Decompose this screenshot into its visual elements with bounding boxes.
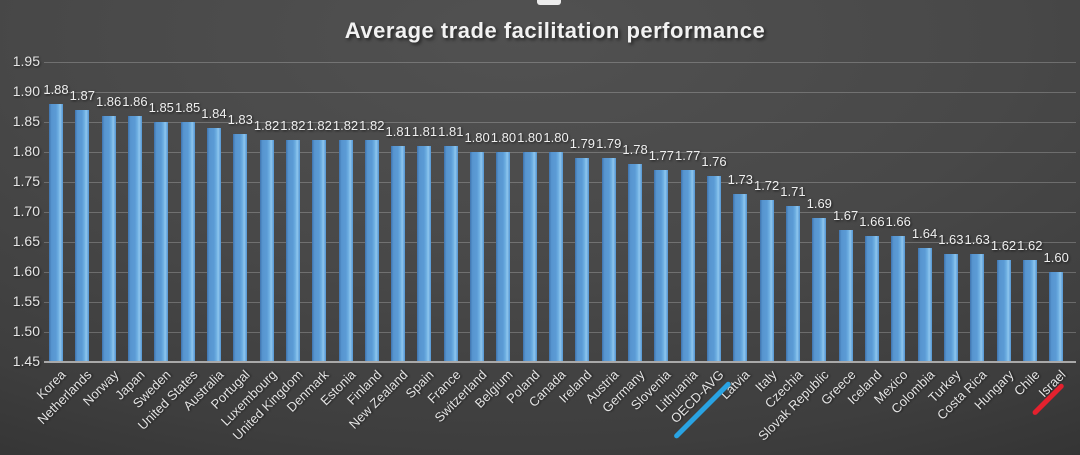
value-label-greece: 1.67 [832,208,859,223]
bar-costa-rica [970,254,985,362]
y-axis-tick-label: 1.75 [12,173,40,189]
bar-lithuania [680,170,695,362]
bar-france [443,146,458,362]
value-label-finland: 1.82 [359,118,385,133]
bar-belgium [496,152,511,362]
bar-austria [601,158,616,362]
y-axis-tick-label: 1.85 [12,113,40,129]
y-axis-tick-label: 1.70 [12,203,40,219]
value-label-portugal: 1.83 [227,112,253,127]
value-label-hungary: 1.62 [990,238,1017,253]
bar-ireland [575,158,590,362]
bar-netherlands [75,110,90,362]
x-axis-line [44,361,1076,363]
bar-estonia [338,140,353,362]
value-label-germany: 1.78 [622,142,648,157]
y-axis-tick-label: 1.65 [12,233,40,249]
y-axis-tick-label: 1.60 [12,263,40,279]
bar-slovenia [654,170,669,362]
value-label-spain: 1.81 [411,124,438,139]
bar-iceland [864,236,879,362]
y-axis-tick-label: 1.50 [12,323,40,339]
bar-mexico [891,236,906,362]
gridline [44,92,1076,93]
value-label-mexico: 1.66 [885,214,911,229]
value-label-france: 1.81 [438,124,464,139]
bar-new-zealand [391,146,406,362]
value-label-luxembourg: 1.82 [253,118,280,133]
bar-czechia [785,206,800,362]
bar-finland [364,140,379,362]
bar-denmark [312,140,327,362]
cropped-text-fragment [537,0,561,5]
bar-israel [1049,272,1064,362]
value-label-estonia: 1.82 [332,118,359,133]
bar-turkey [943,254,958,362]
value-label-colombia: 1.64 [911,226,938,241]
chart-title: Average trade facilitation performance [344,18,766,43]
value-label-czechia: 1.71 [780,184,806,199]
value-label-iceland: 1.66 [859,214,885,229]
y-axis-tick-label: 1.90 [12,83,40,99]
value-label-italy: 1.72 [753,178,780,193]
gridline [44,122,1076,123]
value-label-denmark: 1.82 [306,118,332,133]
value-label-slovak-republic: 1.69 [806,196,832,211]
value-label-switzerland: 1.80 [464,130,490,145]
value-label-lithuania: 1.77 [675,148,701,163]
value-label-norway: 1.86 [95,94,122,109]
bar-oecd-avg [707,176,721,362]
value-label-japan: 1.86 [122,94,148,109]
value-label-ireland: 1.79 [569,136,596,151]
bar-hungary [996,260,1011,362]
value-label-sweden: 1.85 [148,100,174,115]
y-axis-tick-label: 1.45 [12,353,40,369]
value-label-austria: 1.79 [596,136,622,151]
bar-canada [549,152,564,362]
value-label-new-zealand: 1.81 [385,124,411,139]
bar-germany [628,164,643,362]
value-label-australia: 1.84 [201,106,227,121]
value-label-netherlands: 1.87 [69,88,95,103]
value-label-costa-rica: 1.63 [964,232,990,247]
bar-italy [759,200,774,362]
bar-japan [127,116,142,362]
value-label-korea: 1.88 [43,82,69,97]
gridline [44,62,1076,63]
value-label-united-states: 1.85 [174,100,201,115]
bar-united-states [180,122,195,362]
y-axis-tick-label: 1.80 [12,143,40,159]
y-axis-tick-label: 1.55 [12,293,40,309]
bar-slovak-republic [812,218,827,362]
bar-luxembourg [259,140,274,362]
bar-sweden [154,122,169,362]
bar-spain [417,146,432,362]
bar-chile [1022,260,1037,362]
bar-poland [522,152,537,362]
value-label-turkey: 1.63 [938,232,964,247]
bar-latvia [733,194,748,362]
value-label-latvia: 1.73 [727,172,753,187]
value-label-united-kingdom: 1.82 [280,118,306,133]
bar-colombia [917,248,932,362]
value-label-slovenia: 1.77 [648,148,675,163]
value-label-chile: 1.62 [1017,238,1043,253]
bar-korea [49,104,63,362]
y-axis-tick-label: 1.95 [12,53,40,69]
bar-greece [838,230,853,362]
bar-australia [206,128,221,362]
value-label-israel: 1.60 [1043,250,1069,265]
value-label-oecd-avg: 1.76 [701,154,727,169]
bar-switzerland [470,152,485,362]
value-label-poland: 1.80 [517,130,543,145]
bar-portugal [233,134,248,362]
bar-united-kingdom [285,140,300,362]
value-label-canada: 1.80 [543,130,569,145]
bar-norway [101,116,116,362]
value-label-belgium: 1.80 [490,130,517,145]
